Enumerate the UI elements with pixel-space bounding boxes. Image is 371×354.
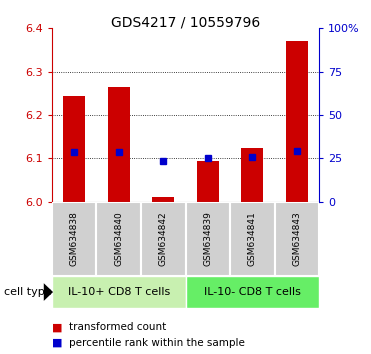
Text: GSM634843: GSM634843 [292, 212, 301, 266]
Bar [230, 202, 275, 276]
Bar [186, 276, 319, 308]
Bar [275, 202, 319, 276]
Text: cell type: cell type [4, 287, 51, 297]
Polygon shape [44, 283, 53, 301]
Text: transformed count: transformed count [69, 322, 166, 332]
Bar [286, 41, 308, 202]
Bar [241, 148, 263, 202]
Bar [108, 87, 130, 202]
Text: ■: ■ [52, 338, 62, 348]
Text: GSM634839: GSM634839 [203, 211, 212, 267]
Bar [52, 202, 96, 276]
Text: GSM634840: GSM634840 [114, 212, 123, 266]
Text: GSM634841: GSM634841 [248, 212, 257, 266]
Bar [197, 161, 219, 202]
Bar [96, 202, 141, 276]
Text: GDS4217 / 10559796: GDS4217 / 10559796 [111, 16, 260, 30]
Text: IL-10+ CD8 T cells: IL-10+ CD8 T cells [68, 287, 170, 297]
Bar [141, 202, 186, 276]
Bar [152, 198, 174, 202]
Text: IL-10- CD8 T cells: IL-10- CD8 T cells [204, 287, 301, 297]
Bar [63, 96, 85, 202]
Bar [52, 276, 186, 308]
Text: ■: ■ [52, 322, 62, 332]
Bar [186, 202, 230, 276]
Text: GSM634838: GSM634838 [70, 211, 79, 267]
Text: percentile rank within the sample: percentile rank within the sample [69, 338, 244, 348]
Text: GSM634842: GSM634842 [159, 212, 168, 266]
